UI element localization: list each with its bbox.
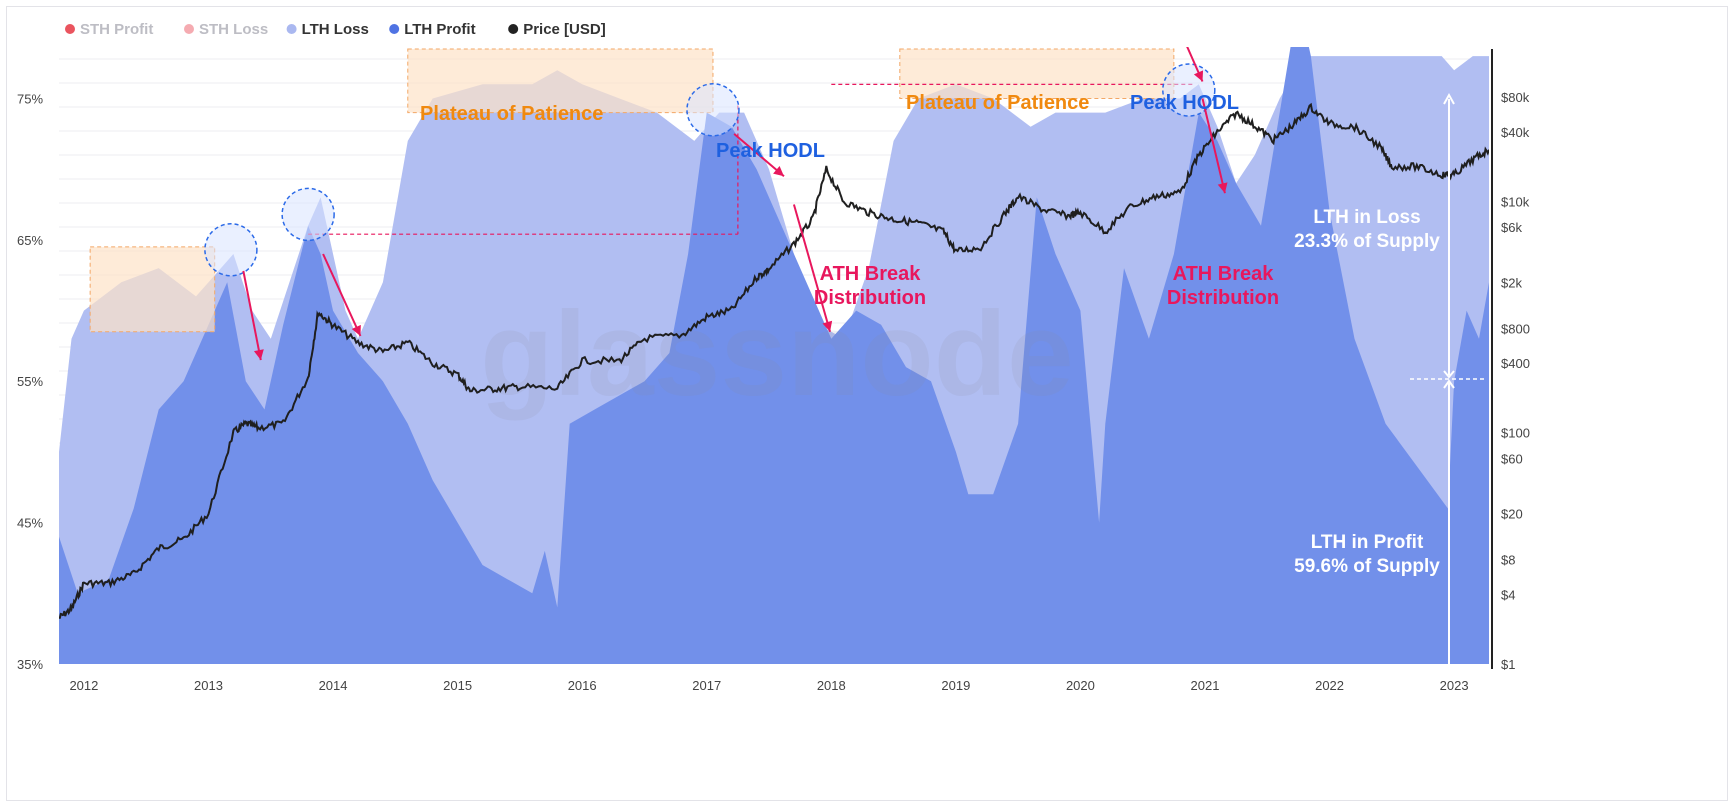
lth-profit-share: 59.6% of Supply	[1294, 556, 1440, 577]
distribution-arrow	[733, 133, 785, 178]
y-left-tick-label: 45%	[17, 516, 43, 531]
distribution-arrows	[242, 47, 1228, 361]
distribution-label-1: Distribution	[814, 287, 926, 309]
x-tick-label: 2014	[319, 678, 348, 693]
right-axis-ticks: $1 $4 $8 $20 $60 $100 $400 $800 $2k $6k $10k $40k $8…	[1501, 90, 1530, 672]
x-axis-ticks: 2012 2013 2014 2015 2016 2017 2018 2019 2020 2021…	[69, 678, 1468, 693]
peak-circle	[686, 83, 740, 137]
price-line	[59, 102, 1489, 619]
y-left-tick-label: 35%	[17, 657, 43, 672]
arrow-shaft	[322, 253, 362, 337]
peak-circle	[281, 187, 335, 242]
plateau-zone	[899, 48, 1175, 99]
y-right-tick-label: $1	[1501, 657, 1515, 672]
bracket-arrowhead	[1443, 370, 1455, 379]
distribution-arrow	[322, 253, 362, 337]
arrow-head	[253, 349, 264, 361]
distribution-arrow	[792, 204, 833, 333]
legend-label: Price [USD]	[523, 21, 606, 38]
y-right-tick-label: $400	[1501, 356, 1530, 371]
chart-frame: STH Profit STH Loss LTH Loss LTH Profit Pric…	[6, 6, 1728, 801]
x-tick-label: 2022	[1315, 678, 1344, 693]
distribution-label-2: Distribution	[1167, 287, 1279, 309]
y-right-tick-label: $2k	[1501, 275, 1522, 290]
legend-item: STH Loss	[184, 21, 268, 38]
x-tick-label: 2017	[692, 678, 721, 693]
x-tick-label: 2015	[443, 678, 472, 693]
legend-dot	[389, 24, 400, 34]
legend: STH Profit STH Loss LTH Loss LTH Profit Pric…	[65, 21, 606, 38]
arrow-shaft	[242, 270, 262, 361]
guide-lines	[308, 83, 1193, 235]
annotations: Plateau of Patience Plateau of Patience …	[420, 92, 1440, 577]
arrow-shaft	[1201, 98, 1226, 194]
peak-hodl-label-1: Peak HODL	[716, 140, 825, 162]
y-right-tick-label: $100	[1501, 426, 1530, 441]
y-left-tick-label: 75%	[17, 91, 43, 106]
y-right-tick-label: $10k	[1501, 194, 1530, 209]
lth-profit-label: LTH in Profit	[1311, 532, 1424, 553]
arrow-head	[1193, 70, 1204, 82]
plateau-zone	[89, 246, 216, 333]
legend-item: STH Profit	[65, 21, 153, 38]
plateau-zone	[407, 48, 714, 114]
legend-dot	[508, 24, 519, 34]
lth-loss-share: 23.3% of Supply	[1294, 231, 1440, 252]
distribution-arrow	[242, 270, 264, 361]
y-right-tick-label: $6k	[1501, 220, 1522, 235]
peak-hodl-label-2: Peak HODL	[1130, 92, 1239, 114]
x-tick-label: 2023	[1440, 678, 1469, 693]
plateau-label-2: Plateau of Patience	[906, 92, 1089, 114]
y-right-tick-label: $800	[1501, 321, 1530, 336]
x-tick-label: 2012	[69, 678, 98, 693]
x-tick-label: 2013	[194, 678, 223, 693]
bracket-arrowhead	[1443, 379, 1455, 389]
arrow-head	[773, 165, 784, 177]
legend-item: LTH Loss	[286, 21, 369, 38]
y-left-tick-label: 55%	[17, 374, 43, 389]
supply-bracket	[1410, 92, 1487, 664]
y-right-tick-label: $4	[1501, 587, 1515, 602]
x-tick-label: 2018	[817, 678, 846, 693]
arrow-head	[822, 320, 833, 332]
chart: STH Profit STH Loss LTH Loss LTH Profit Pric…	[17, 21, 1530, 693]
legend-dot	[286, 24, 297, 34]
ath-break-label-1: ATH Break	[820, 263, 922, 285]
left-axis-ticks: 35% 45% 55% 65% 75%	[17, 91, 43, 672]
y-right-tick-label: $60	[1501, 451, 1523, 466]
distribution-arrow	[1186, 47, 1204, 82]
arrow-shaft	[733, 133, 785, 178]
lth-profit-area	[59, 47, 1489, 664]
y-right-tick-label: $8	[1501, 553, 1515, 568]
y-right-tick-label: $20	[1501, 507, 1523, 522]
legend-item: LTH Profit	[389, 21, 476, 38]
plateau-zones	[89, 48, 1175, 333]
plateau-label-1: Plateau of Patience	[420, 103, 603, 125]
legend-dot	[184, 24, 194, 34]
watermark: glassnode	[480, 287, 1074, 421]
legend-label: LTH Loss	[302, 21, 369, 38]
lth-loss-label: LTH in Loss	[1313, 207, 1420, 228]
arrow-shaft	[792, 204, 832, 333]
arrow-head	[1217, 182, 1228, 194]
arrow-head	[351, 324, 361, 336]
bracket-arrowhead	[1443, 92, 1455, 105]
y-right-tick-label: $40k	[1501, 125, 1530, 140]
y-right-tick-label: $80k	[1501, 90, 1530, 105]
legend-dot	[65, 24, 75, 34]
legend-label: STH Loss	[199, 21, 268, 38]
distribution-arrow	[1201, 98, 1228, 194]
peak-circle	[204, 223, 258, 277]
legend-item: Price [USD]	[508, 21, 606, 38]
legend-label: STH Profit	[80, 21, 153, 38]
x-tick-label: 2019	[941, 678, 970, 693]
x-tick-label: 2016	[568, 678, 597, 693]
ath-break-label-2: ATH Break	[1173, 263, 1275, 285]
x-tick-label: 2020	[1066, 678, 1095, 693]
x-tick-label: 2021	[1191, 678, 1220, 693]
y-left-tick-label: 65%	[17, 233, 43, 248]
legend-label: LTH Profit	[404, 21, 475, 38]
